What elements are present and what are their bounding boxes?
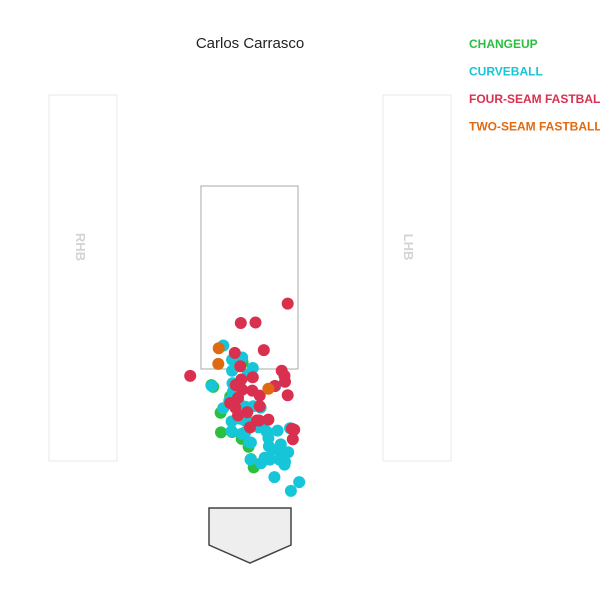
curveball-point [284, 484, 297, 497]
home-plate [208, 507, 292, 564]
legend-item-two-seam-fastball: TWO-SEAM FASTBALL [469, 120, 600, 134]
curveball-point [268, 471, 281, 484]
four-seam-fastball-point [234, 360, 247, 373]
four-seam-fastball-point [288, 423, 301, 436]
four-seam-fastball-point [281, 389, 294, 402]
batter-label-left: RHB [73, 233, 88, 261]
four-seam-fastball-point [253, 414, 266, 427]
four-seam-fastball-point [262, 413, 275, 426]
four-seam-fastball-point [286, 433, 299, 446]
four-seam-fastball-point [184, 369, 197, 382]
four-seam-fastball-point [241, 406, 254, 419]
curveball-point [225, 425, 238, 438]
batter-box-left [48, 94, 118, 462]
four-seam-fastball-point [253, 389, 266, 402]
curveball-point [205, 380, 218, 392]
two-seam-fastball-point [212, 357, 225, 370]
legend-item-changeup: CHANGEUP [469, 37, 538, 51]
four-seam-fastball-point [244, 421, 256, 434]
changeup-point [215, 426, 227, 439]
four-seam-fastball-point [246, 371, 259, 384]
legend: CHANGEUP CURVEBALL FOUR-SEAM FASTBALL TWO-S… [469, 37, 600, 134]
four-seam-fastball-point [253, 400, 266, 413]
legend-item-four-seam-fastball: FOUR-SEAM FASTBALL [469, 92, 600, 106]
two-seam-fastball-point [262, 382, 275, 395]
two-seam-fastball-point [212, 342, 225, 355]
four-seam-fastball-point [234, 317, 247, 329]
legend-item-curveball: CURVEBALL [469, 65, 543, 79]
batter-box-right [382, 94, 452, 462]
curveball-point [278, 458, 291, 471]
strike-zone [200, 185, 299, 370]
four-seam-fastball-point [249, 316, 262, 329]
pitch-points [184, 297, 306, 497]
curveball-point [271, 424, 284, 437]
curveball-point [244, 453, 257, 466]
curveball-point [273, 444, 286, 457]
curveball-point [282, 446, 295, 459]
four-seam-fastball-point [232, 409, 244, 422]
four-seam-fastball-point [228, 346, 241, 359]
four-seam-fastball-point [279, 375, 291, 388]
chart-title: Carlos Carrasco [196, 35, 304, 52]
four-seam-fastball-point [257, 344, 270, 357]
curveball-point [244, 436, 257, 449]
curveball-point [293, 476, 306, 489]
curveball-point [255, 457, 267, 470]
batter-label-right: LHB [401, 234, 416, 261]
four-seam-fastball-point [281, 297, 294, 310]
